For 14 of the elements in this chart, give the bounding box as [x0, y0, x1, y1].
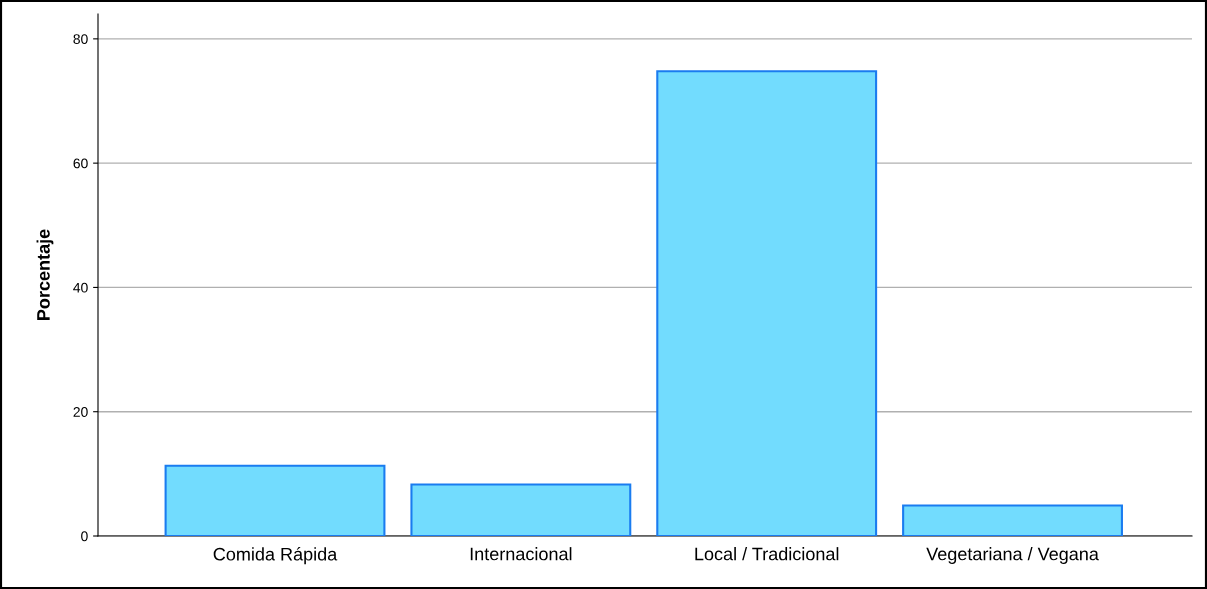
x-tick-label: Vegetariana / Vegana [926, 547, 1099, 564]
y-tick-label: 60 [73, 158, 88, 169]
y-tick-label: 0 [81, 531, 88, 542]
bar [656, 70, 878, 536]
bar [410, 483, 632, 536]
y-tick-label: 80 [73, 34, 88, 45]
bar [902, 504, 1123, 536]
x-tick-label: Internacional [470, 547, 572, 561]
y-tick-label: 20 [73, 407, 88, 417]
x-tick-label: Local / Tradicional [695, 547, 839, 561]
y-axis-title: Porcentaje [36, 229, 54, 320]
x-tick-label: Comida Rápida [213, 547, 338, 565]
y-tick-label: 40 [73, 282, 88, 293]
bar [164, 464, 386, 536]
